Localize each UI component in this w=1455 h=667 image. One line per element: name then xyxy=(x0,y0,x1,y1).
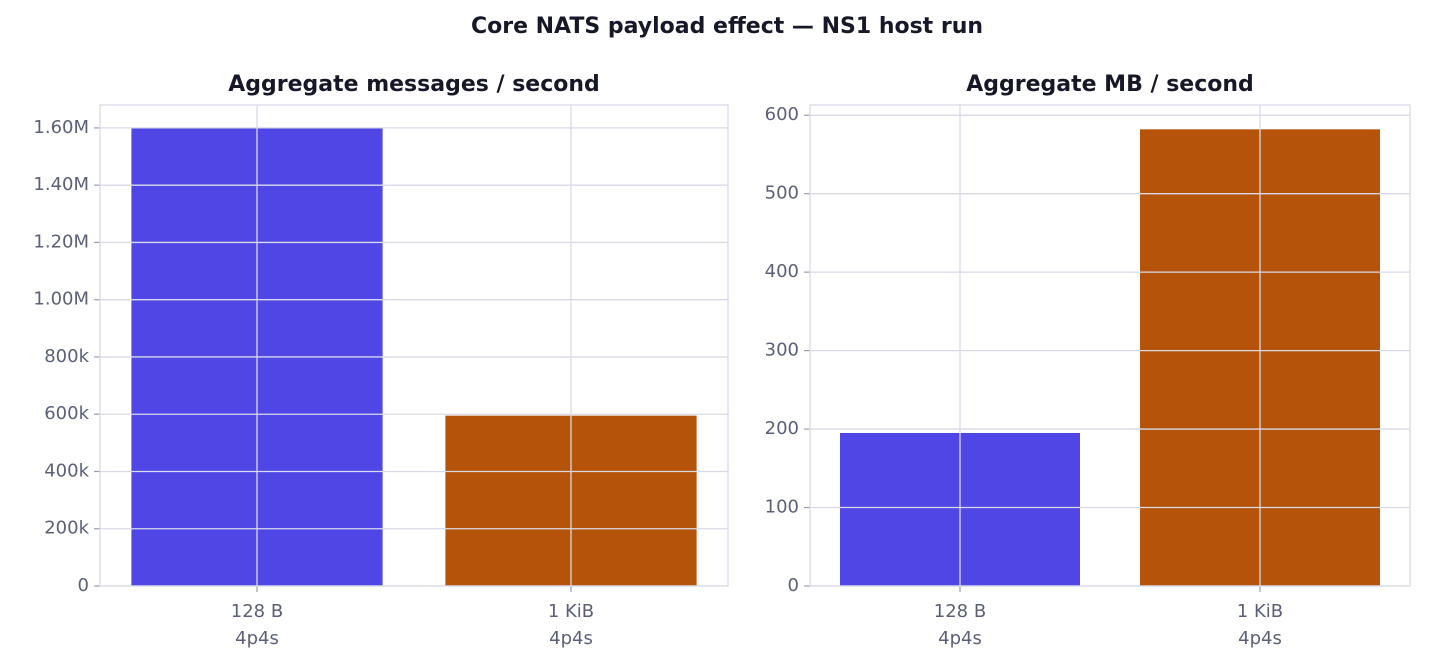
x-tick-label: 1 KiB xyxy=(1237,601,1283,622)
figure-title: Core NATS payload effect — NS1 host run xyxy=(471,14,983,39)
y-tick-label: 600 xyxy=(765,104,799,125)
x-tick-label: 1 KiB xyxy=(548,601,594,622)
y-tick-label: 400 xyxy=(765,261,799,282)
y-tick-label: 300 xyxy=(765,340,799,361)
y-tick-label: 100 xyxy=(765,497,799,518)
y-tick-label: 0 xyxy=(788,575,799,596)
subplot-title: Aggregate messages / second xyxy=(228,72,600,97)
axes-frame xyxy=(99,104,729,587)
y-tick-label: 200 xyxy=(765,418,799,439)
y-tick-label: 400k xyxy=(44,460,89,481)
subplot-title: Aggregate MB / second xyxy=(966,72,1254,97)
x-tick-label: 128 B xyxy=(231,601,283,622)
y-tick-label: 1.40M xyxy=(33,174,89,195)
y-tick-label: 800k xyxy=(44,346,89,367)
y-tick-label: 1.00M xyxy=(33,289,89,310)
y-tick-label: 1.20M xyxy=(33,231,89,252)
y-tick-label: 200k xyxy=(44,518,89,539)
y-tick-label: 0 xyxy=(78,575,89,596)
x-tick-label: 4p4s xyxy=(1238,628,1282,649)
axes-frame xyxy=(809,104,1411,587)
y-tick-label: 500 xyxy=(765,183,799,204)
y-tick-label: 1.60M xyxy=(33,117,89,138)
x-tick-label: 4p4s xyxy=(235,628,279,649)
y-tick-label: 600k xyxy=(44,403,89,424)
x-tick-label: 4p4s xyxy=(549,628,593,649)
x-tick-label: 4p4s xyxy=(938,628,982,649)
x-tick-label: 128 B xyxy=(934,601,986,622)
